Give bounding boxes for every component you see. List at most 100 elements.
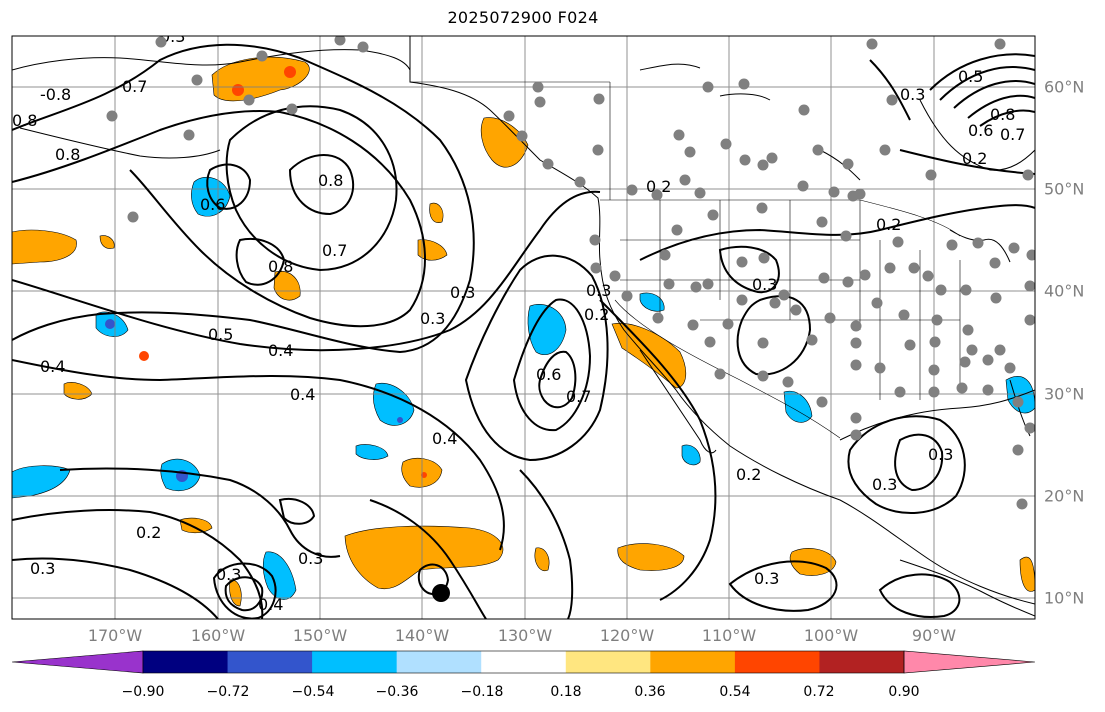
station-dot	[1012, 396, 1024, 408]
station-dot	[736, 294, 748, 306]
contour-label: 0.2	[136, 523, 161, 542]
contour-label: 0.3	[160, 27, 185, 46]
station-dot	[714, 368, 726, 380]
patch-neg-offshore	[527, 304, 567, 356]
station-dot	[757, 159, 769, 171]
station-dot	[960, 284, 972, 296]
station-dot	[816, 216, 828, 228]
station-dot	[707, 209, 719, 221]
lon-label: 160°W	[190, 626, 246, 645]
station-dot	[503, 110, 515, 122]
station-dot	[671, 224, 683, 236]
station-dot	[756, 202, 768, 214]
graticule	[12, 36, 1035, 619]
station-dot	[155, 36, 167, 48]
lat-label: 50°N	[1044, 179, 1085, 199]
patch-neg-5	[355, 444, 389, 460]
contour-label: 0.3	[420, 309, 445, 328]
contour-label: 0.5	[958, 67, 983, 86]
station-dot	[736, 256, 748, 268]
contour-label: 0.2	[962, 149, 987, 168]
colorbar-tick-label: −0.72	[206, 684, 250, 700]
station-dot	[694, 187, 706, 199]
contour-label: 0.2	[876, 215, 901, 234]
station-dot	[886, 94, 898, 106]
contour-label: 0.2	[584, 305, 609, 324]
contour-label: 0.7	[122, 77, 147, 96]
station-dot	[816, 396, 828, 408]
station-dot	[621, 290, 633, 302]
station-dot	[884, 262, 896, 274]
station-dot	[256, 50, 268, 62]
patch-mid2	[429, 202, 444, 223]
lon-label: 120°W	[599, 626, 655, 645]
station-dot	[679, 174, 691, 186]
station-dot	[243, 94, 255, 106]
station-dot	[589, 234, 601, 246]
patch-neg-east-pac	[681, 444, 701, 466]
contour-label: 0.7	[1000, 125, 1025, 144]
lat-label: 60°N	[1044, 77, 1085, 97]
contour-label: 0.8	[12, 111, 37, 130]
lat-label: 20°N	[1044, 486, 1085, 506]
station-dot	[659, 249, 671, 261]
station-dot	[758, 252, 770, 264]
colorbar-tick-label: −0.90	[121, 684, 165, 700]
patch-bc-coast	[480, 117, 529, 168]
station-dot	[894, 386, 906, 398]
contour-label: 0.4	[268, 341, 293, 360]
lon-label: 140°W	[394, 626, 450, 645]
station-dot	[956, 382, 968, 394]
station-dot	[626, 184, 638, 196]
contour-label: 0.3	[298, 549, 323, 568]
colorbar-segment	[650, 651, 736, 673]
station-dot	[542, 158, 554, 170]
station-dot	[982, 384, 994, 396]
contour-label: 0.2	[736, 465, 761, 484]
station-dot	[334, 36, 346, 46]
station-dot	[842, 276, 854, 288]
station-dot	[687, 319, 699, 331]
contour-label: 0.2	[646, 177, 671, 196]
station-dot	[1022, 169, 1034, 181]
station-dot	[127, 211, 139, 223]
station-dot	[516, 130, 528, 142]
station-dot	[757, 370, 769, 382]
station-dot	[191, 74, 203, 86]
colorbar-tick-label: 0.54	[719, 684, 751, 700]
station-dot	[766, 152, 778, 164]
colorbar-frame	[142, 650, 905, 674]
station-dot	[673, 129, 685, 141]
station-dot	[778, 289, 790, 301]
station-dot	[859, 269, 871, 281]
contour-label: 0.8	[990, 105, 1015, 124]
station-dot	[908, 262, 920, 274]
station-dot	[850, 359, 862, 371]
station-dot	[812, 144, 824, 156]
colorbar-segment	[227, 651, 313, 673]
station-dot	[850, 320, 862, 332]
colorbar-tick-label: −0.54	[291, 684, 335, 700]
colorbar-segment	[143, 651, 229, 673]
station-dot	[738, 78, 750, 90]
lon-label: 100°W	[803, 626, 859, 645]
station-dot	[1026, 249, 1035, 261]
patch-westpac	[12, 229, 77, 265]
contour-lines	[12, 43, 1035, 619]
station-dot	[704, 336, 716, 348]
contour-label: 0.6	[536, 365, 561, 384]
colorbar-tick-label: 0.90	[888, 684, 920, 700]
contour-label: 0.3	[872, 475, 897, 494]
station-dot	[757, 337, 769, 349]
station-dot	[931, 314, 943, 326]
contour-label: 0.3	[450, 283, 475, 302]
station-dot	[534, 96, 546, 108]
colorbar-segment	[481, 651, 567, 673]
station-dot	[928, 364, 940, 376]
station-dot	[1004, 362, 1016, 374]
lon-label: 170°W	[87, 626, 143, 645]
patch-gulf-alaska	[273, 270, 301, 301]
contour-label: 0.4	[432, 429, 457, 448]
contour-label: 0.4	[290, 385, 315, 404]
station-dot	[702, 278, 714, 290]
